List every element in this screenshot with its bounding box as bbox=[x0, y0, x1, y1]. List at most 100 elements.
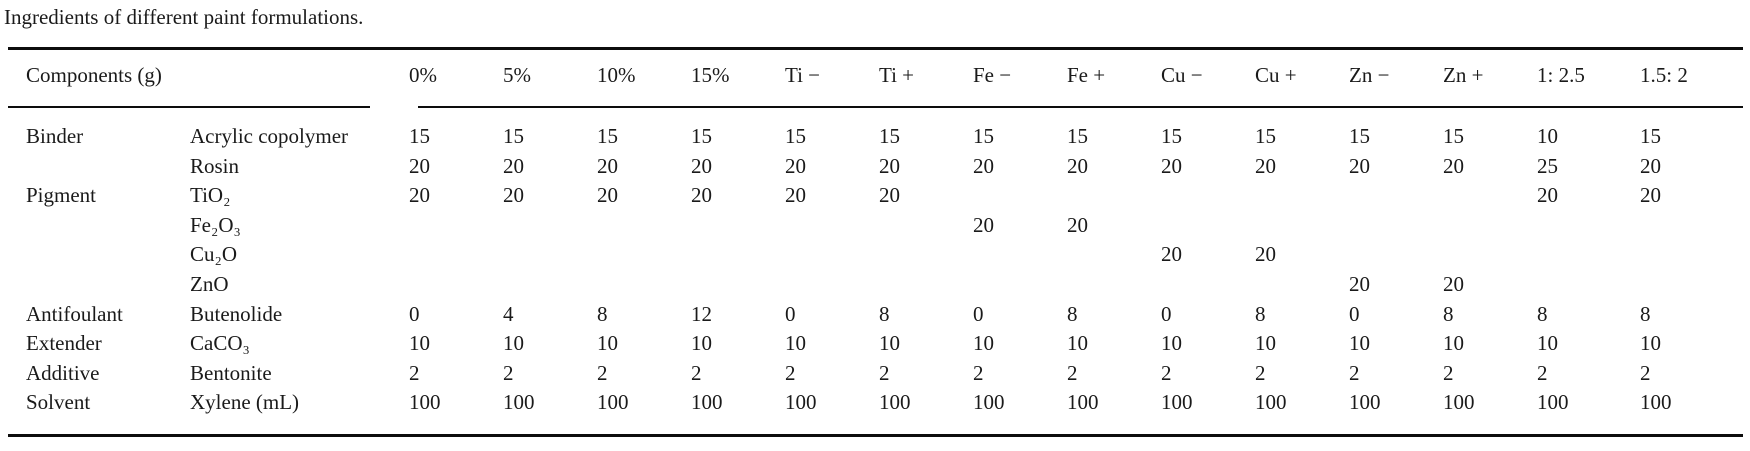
value-cell bbox=[1349, 181, 1443, 211]
value-cell: 20 bbox=[1640, 153, 1661, 178]
value-cell: 15 bbox=[503, 124, 524, 148]
value-cell bbox=[409, 211, 503, 241]
value-cell bbox=[1537, 240, 1640, 270]
value-cell: 20 bbox=[691, 183, 712, 208]
value-cell: 20 bbox=[1443, 153, 1464, 178]
value-cell: 10 bbox=[973, 331, 994, 356]
value-cell: 100 bbox=[879, 390, 911, 415]
table-row: Additive Bentonite 2 2 2 2 2 2 2 2 2 2 2 2 2 2 bbox=[8, 359, 1743, 389]
category-cell: Additive bbox=[26, 360, 100, 385]
value-cell: 20 bbox=[1255, 242, 1276, 267]
category-cell bbox=[8, 240, 190, 270]
value-cell bbox=[1443, 211, 1537, 241]
value-cell: 100 bbox=[409, 390, 441, 415]
value-cell: 20 bbox=[973, 153, 994, 178]
value-cell bbox=[691, 211, 785, 241]
value-cell bbox=[1255, 211, 1349, 241]
component-cell: CaCO₃ bbox=[190, 331, 250, 356]
category-cell bbox=[8, 270, 190, 300]
value-cell: 15 bbox=[597, 124, 618, 148]
table-row: ZnO 20 20 bbox=[8, 270, 1743, 300]
value-cell bbox=[1067, 181, 1161, 211]
value-cell: 10 bbox=[1640, 331, 1661, 356]
value-cell: 20 bbox=[1161, 153, 1182, 178]
value-cell bbox=[1640, 240, 1743, 270]
value-cell bbox=[597, 270, 691, 300]
value-cell: 10 bbox=[1067, 331, 1088, 356]
value-cell: 10 bbox=[785, 331, 806, 356]
top-rule bbox=[8, 47, 1743, 50]
category-cell: Antifoulant bbox=[26, 301, 123, 326]
value-cell bbox=[597, 211, 691, 241]
value-cell: 20 bbox=[597, 183, 618, 208]
value-cell bbox=[1443, 181, 1537, 211]
value-cell: 0 bbox=[785, 301, 796, 326]
value-cell: 20 bbox=[503, 153, 524, 178]
column-header: 10% bbox=[597, 62, 636, 87]
value-cell: 100 bbox=[785, 390, 817, 415]
value-cell: 2 bbox=[1537, 360, 1548, 385]
value-cell bbox=[1255, 181, 1349, 211]
value-cell bbox=[503, 270, 597, 300]
value-cell: 2 bbox=[1067, 360, 1078, 385]
table-row: Antifoulant Butenolide 0 4 8 12 0 8 0 8 0 8 0 8 8 8 bbox=[8, 300, 1743, 330]
value-cell bbox=[1255, 270, 1349, 300]
category-cell: Extender bbox=[26, 331, 102, 356]
value-cell: 100 bbox=[597, 390, 629, 415]
value-cell: 8 bbox=[1255, 301, 1266, 326]
value-cell: 10 bbox=[1161, 331, 1182, 356]
component-cell: ZnO bbox=[190, 271, 229, 296]
value-cell bbox=[785, 270, 879, 300]
value-cell: 20 bbox=[879, 153, 900, 178]
components-header: Components (g) bbox=[26, 62, 162, 87]
component-cell: Rosin bbox=[190, 153, 240, 178]
value-cell: 2 bbox=[785, 360, 796, 385]
table-row: Extender CaCO₃ 10 10 10 10 10 10 10 10 10 10 10 10 10 1… bbox=[8, 329, 1743, 359]
value-cell bbox=[1349, 240, 1443, 270]
value-cell: 100 bbox=[1255, 390, 1287, 415]
value-cell bbox=[1067, 270, 1161, 300]
value-cell: 0 bbox=[1161, 301, 1172, 326]
table-caption: Ingredients of different paint formulati… bbox=[4, 5, 364, 29]
value-cell bbox=[1161, 181, 1255, 211]
value-cell: 100 bbox=[1349, 390, 1381, 415]
value-cell: 20 bbox=[409, 183, 430, 208]
category-cell: Pigment bbox=[26, 183, 97, 208]
value-cell: 15 bbox=[879, 124, 900, 148]
value-cell: 15 bbox=[1640, 124, 1661, 148]
value-cell: 20 bbox=[409, 153, 430, 178]
column-header: 15% bbox=[691, 62, 730, 87]
value-cell: 10 bbox=[691, 331, 712, 356]
value-cell: 2 bbox=[1349, 360, 1360, 385]
table-row: Binder Acrylic copolymer 15 15 15 15 15 15 15 15 1… bbox=[8, 122, 1743, 152]
component-cell: Bentonite bbox=[190, 360, 272, 385]
value-cell: 8 bbox=[1537, 301, 1548, 326]
table-row: Rosin 20 20 20 20 20 20 20 20 20 20 20 20 25 20 bbox=[8, 152, 1743, 182]
value-cell bbox=[409, 240, 503, 270]
header-rule-left bbox=[8, 106, 370, 108]
value-cell bbox=[691, 240, 785, 270]
value-cell: 15 bbox=[973, 124, 994, 148]
value-cell: 2 bbox=[879, 360, 890, 385]
value-cell: 2 bbox=[409, 360, 420, 385]
value-cell bbox=[1640, 211, 1743, 241]
value-cell: 0 bbox=[409, 301, 420, 326]
value-cell: 10 bbox=[1443, 331, 1464, 356]
value-cell: 10 bbox=[503, 331, 524, 356]
value-cell: 100 bbox=[1067, 390, 1099, 415]
header-rule-right bbox=[418, 106, 1743, 108]
component-cell: Butenolide bbox=[190, 301, 283, 326]
value-cell: 15 bbox=[1161, 124, 1182, 148]
value-cell bbox=[879, 211, 973, 241]
value-cell: 10 bbox=[597, 331, 618, 356]
value-cell: 20 bbox=[1161, 242, 1182, 267]
value-cell: 20 bbox=[1349, 153, 1370, 178]
bottom-rule bbox=[8, 434, 1743, 437]
value-cell: 2 bbox=[597, 360, 608, 385]
column-header: Fe − bbox=[973, 62, 1012, 87]
value-cell bbox=[503, 211, 597, 241]
value-cell: 15 bbox=[409, 124, 430, 148]
column-header: Ti + bbox=[879, 62, 915, 87]
table-row: Cu₂O 20 20 bbox=[8, 240, 1743, 270]
